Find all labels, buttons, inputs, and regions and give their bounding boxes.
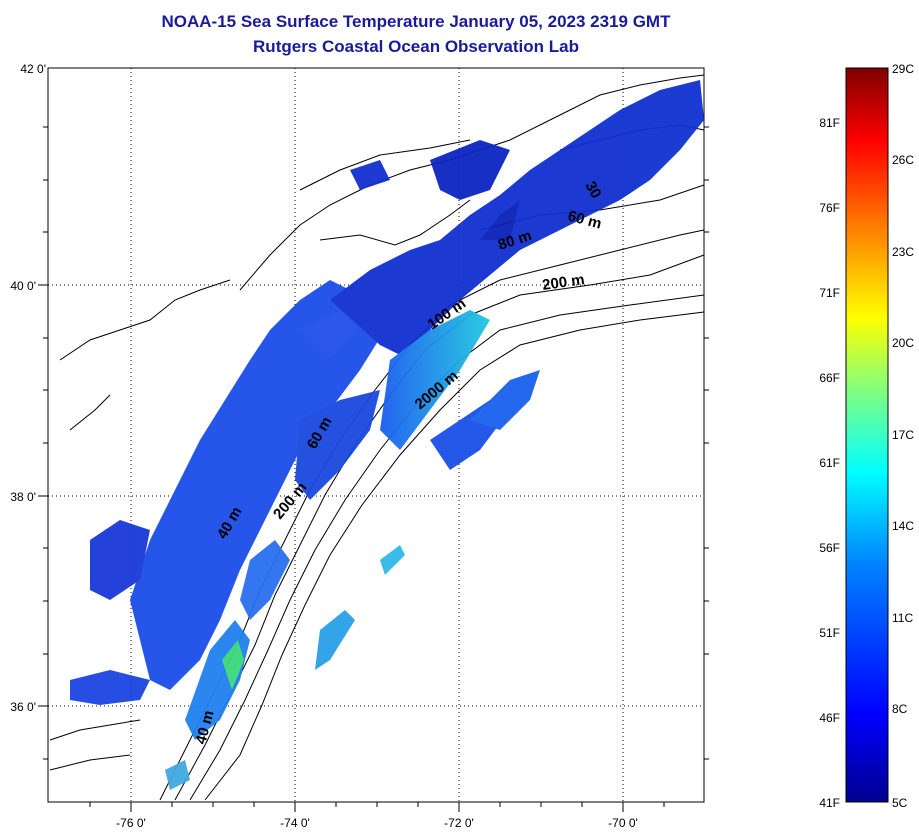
f-label-56: 56F <box>819 541 840 555</box>
lon-label-72: -72 0' <box>444 816 474 830</box>
contour-label-30: 30 <box>582 179 605 202</box>
f-label-76: 76F <box>819 201 840 215</box>
map-subtitle: Rutgers Coastal Ocean Observation Lab <box>253 37 579 56</box>
f-label-41: 41F <box>819 796 840 810</box>
colorbar-celsius-labels: 29C 26C 23C 20C 17C 14C 11C 8C 5C <box>892 62 914 810</box>
latitude-labels: 42 0' 40 0' 38 0' 36 0' <box>10 62 46 714</box>
lon-label-70: -70 0' <box>608 816 638 830</box>
sst-imagery <box>70 80 704 790</box>
f-label-81: 81F <box>819 116 840 130</box>
lat-label-42: 42 0' <box>20 62 46 76</box>
lat-label-40: 40 0' <box>10 279 36 293</box>
map-title: NOAA-15 Sea Surface Temperature January … <box>161 12 671 31</box>
c-label-8: 8C <box>892 702 908 716</box>
f-label-66: 66F <box>819 371 840 385</box>
lat-label-36: 36 0' <box>10 700 36 714</box>
lon-label-76: -76 0' <box>116 816 146 830</box>
f-label-71: 71F <box>819 286 840 300</box>
c-label-11: 11C <box>892 611 913 625</box>
lat-label-38: 38 0' <box>10 490 36 504</box>
colorbar-fahrenheit-labels: 81F 76F 71F 66F 61F 56F 51F 46F 41F <box>819 116 840 810</box>
f-label-61: 61F <box>819 456 840 470</box>
longitude-labels: -76 0' -74 0' -72 0' -70 0' <box>116 816 638 830</box>
axis-ticks <box>38 126 709 812</box>
lon-label-74: -74 0' <box>280 816 310 830</box>
c-label-26: 26C <box>892 153 914 167</box>
contour-label-200m-b: 200 m <box>541 271 585 294</box>
c-label-20: 20C <box>892 336 914 350</box>
c-label-5: 5C <box>892 796 908 810</box>
f-label-46: 46F <box>819 711 840 725</box>
colorbar <box>845 67 889 803</box>
f-label-51: 51F <box>819 626 840 640</box>
c-label-29: 29C <box>892 62 914 76</box>
c-label-17: 17C <box>892 428 914 442</box>
c-label-14: 14C <box>892 519 914 533</box>
c-label-23: 23C <box>892 245 914 259</box>
